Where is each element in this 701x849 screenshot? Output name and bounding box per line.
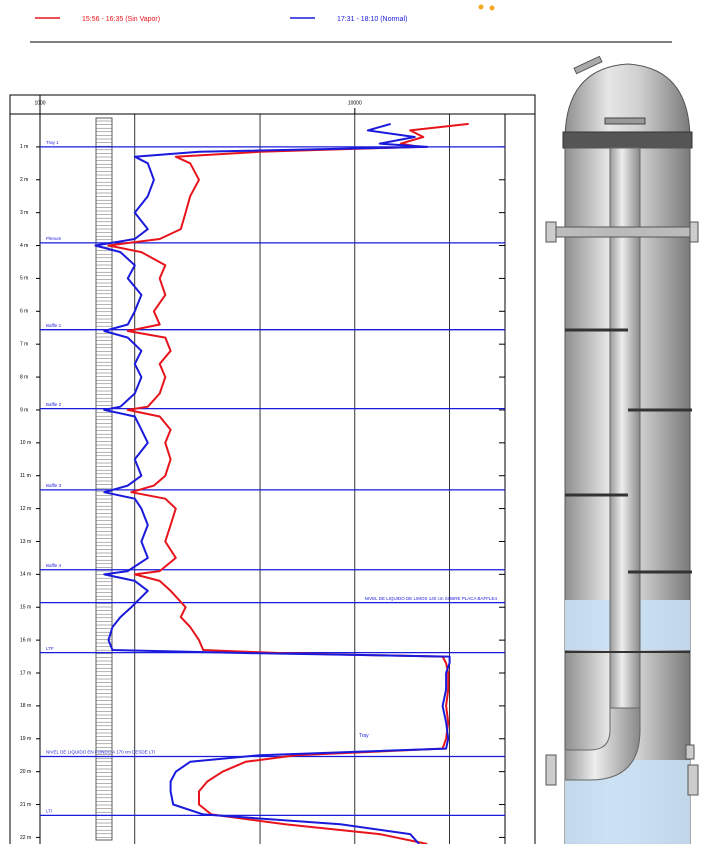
y-tick-label: 9 m (20, 407, 28, 413)
y-tick-label: 15 m (20, 605, 31, 611)
y-tick-label: 16 m (20, 637, 31, 643)
reference-label: Baffle 2 (46, 402, 62, 407)
y-tick-label: 3 m (20, 210, 28, 216)
reference-label: LTF (46, 646, 54, 651)
y-tick-label: 1 m (20, 144, 28, 150)
vessel-drawing (546, 56, 698, 844)
y-tick-label: 8 m (20, 374, 28, 380)
y-tick-label: 20 m (20, 769, 31, 775)
x-tick-label: 1000 (34, 100, 45, 106)
decor-dot (479, 5, 484, 10)
y-tick-label: 7 m (20, 342, 28, 348)
y-tick-label: 5 m (20, 276, 28, 282)
reference-label: NIVEL DE LIQUIDO EN FONDO A 170 cm DESDE… (46, 750, 155, 755)
y-tick-label: 17 m (20, 670, 31, 676)
y-tick-label: 19 m (20, 736, 31, 742)
ladder (96, 118, 112, 840)
y-tick-label: 21 m (20, 802, 31, 808)
reference-label: NIVEL DE LIQUIDO DE LIMOS 140 cm SOBRE P… (365, 596, 498, 601)
y-tick-label: 10 m (20, 440, 31, 446)
legend-label: 15:56 - 16:35 (Sin Vapor) (82, 16, 160, 23)
reference-label: Tray 1 (46, 140, 59, 145)
y-tick-label: 6 m (20, 309, 28, 315)
y-tick-label: 12 m (20, 506, 31, 512)
chart: 15:56 - 16:35 (Sin Vapor) 17:31 - 18:10 (… (0, 0, 701, 844)
legend-label: 17:31 - 18:10 (Normal) (337, 16, 407, 23)
y-tick-label: 4 m (20, 243, 28, 249)
chart-frame (10, 95, 535, 844)
reference-label: LTI (46, 809, 52, 814)
reference-label: Baffle 4 (46, 563, 62, 568)
y-tick-label: 14 m (20, 572, 31, 578)
y-tick-label: 18 m (20, 703, 31, 709)
decor-dot (490, 6, 495, 11)
y-tick-label: 22 m (20, 835, 31, 841)
ladder-frame (96, 118, 112, 840)
y-tick-label: 2 m (20, 177, 28, 183)
reference-label: Baffle 3 (46, 483, 62, 488)
y-tick-label: 11 m (20, 473, 31, 479)
reference-label: Baffle 1 (46, 323, 62, 328)
reference-label: Plenum (46, 236, 62, 241)
legend: 15:56 - 16:35 (Sin Vapor) 17:31 - 18:10 (… (35, 16, 407, 23)
y-tick-label: 13 m (20, 539, 31, 545)
annotation: Tray (359, 733, 369, 739)
x-tick-label: 10000 (348, 100, 362, 106)
